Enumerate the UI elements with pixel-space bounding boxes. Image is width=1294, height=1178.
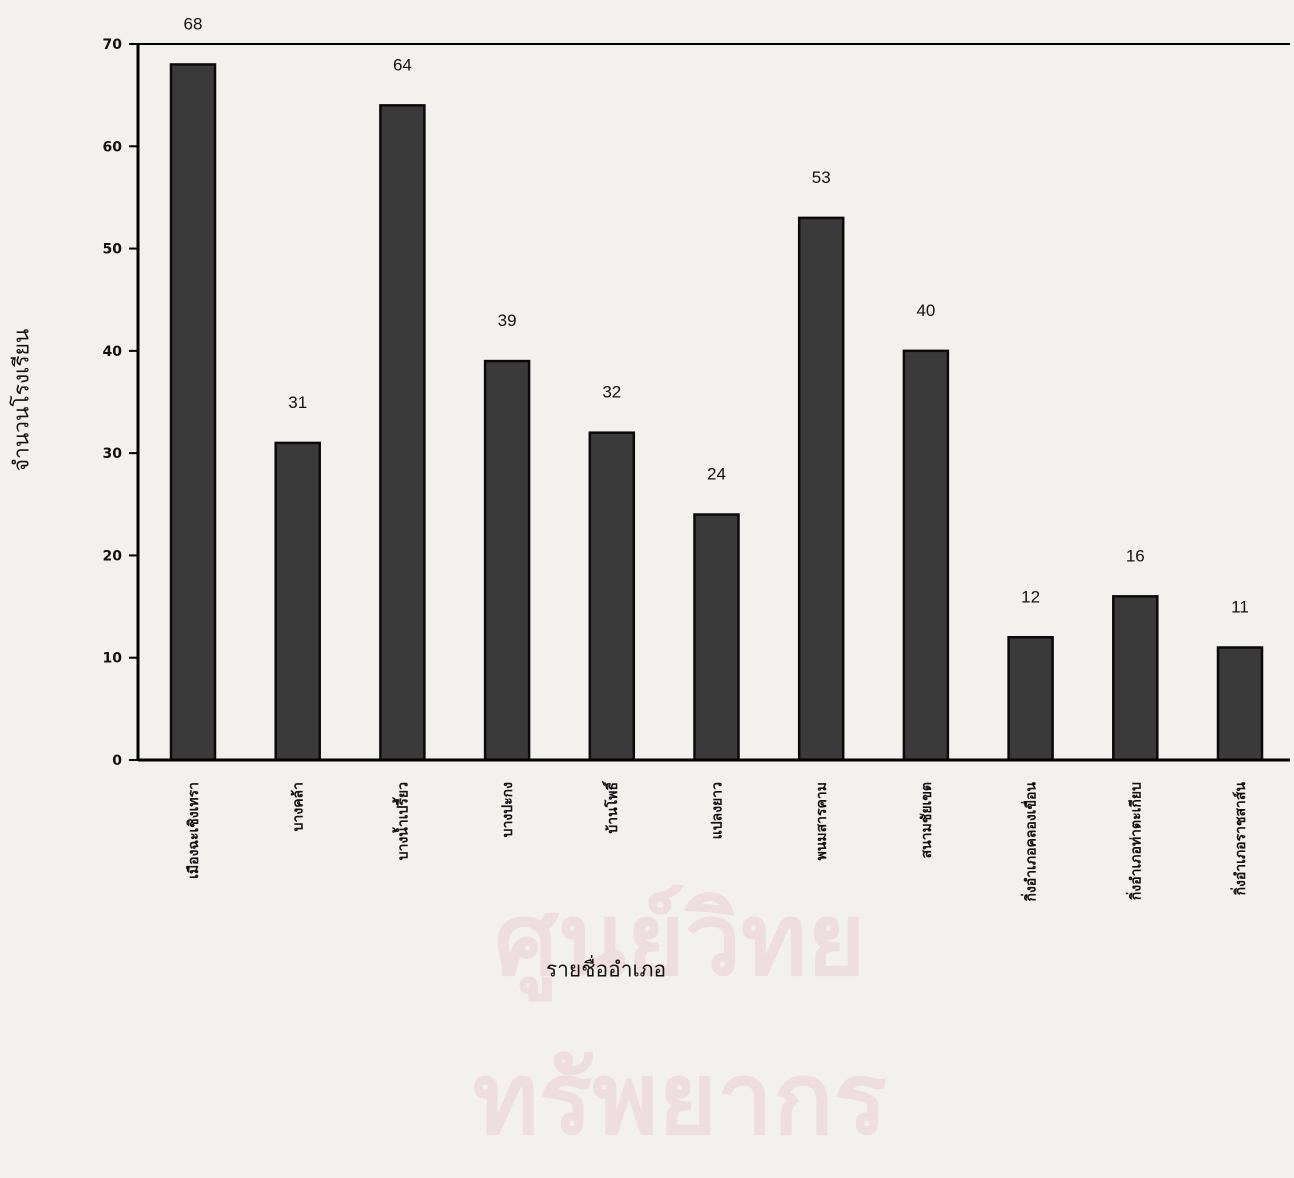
x-tick-label: บ้านโพธิ์ [601, 780, 621, 833]
data-label: 68 [184, 14, 203, 33]
y-tick-label: 30 [103, 446, 123, 462]
y-axis-label: จำนวนโรงเรียน [9, 328, 34, 472]
data-label: 53 [812, 168, 831, 187]
bar [797, 216, 845, 762]
bar [274, 441, 321, 762]
y-tick-label: 50 [103, 242, 123, 258]
x-tick-labels: เมืองฉะเชิงเทรา บางคล้า บางน้ำเปรี้ยว บางปะ… [186, 780, 1249, 902]
x-tick-label: สนามชัยเขต [919, 782, 935, 858]
bar [693, 513, 740, 762]
x-tick-label: เมืองฉะเชิงเทรา [186, 782, 202, 879]
data-label: 12 [1021, 587, 1040, 606]
bars [169, 63, 1264, 762]
x-tick-label: กิ่งอำเภอท่าตะเกียบ [1125, 782, 1144, 901]
bar-chart: 0 10 20 30 40 50 60 70 68 31 64 39 32 24 53 40 12 16 11 เ… [103, 14, 1290, 902]
data-label: 11 [1231, 597, 1249, 616]
y-tick-label: 70 [103, 37, 123, 53]
bar [169, 63, 217, 762]
data-label: 24 [707, 465, 726, 484]
x-tick-label: แปลงยาว [710, 782, 726, 839]
y-tick-label: 20 [103, 548, 123, 564]
x-tick-label: กิ่งอำเภอราชสาส์น [1230, 782, 1249, 896]
bar [1216, 646, 1264, 762]
data-label: 16 [1126, 546, 1145, 565]
bar [1112, 595, 1159, 762]
data-label: 64 [393, 55, 412, 74]
bar [902, 349, 950, 762]
data-labels: 68 31 64 39 32 24 53 40 12 16 11 [184, 14, 1249, 616]
x-tick-label: บางปะกง [500, 782, 516, 837]
x-tick-label: บางคล้า [291, 782, 307, 831]
y-tick-label: 0 [112, 753, 122, 769]
data-label: 40 [916, 301, 935, 320]
data-label: 39 [498, 311, 517, 330]
y-tick-label: 60 [103, 139, 123, 155]
x-tick-label: บางน้ำเปรี้ยว [391, 782, 411, 860]
x-tick-label: กิ่งอำเภอคลองเขื่อน [1021, 782, 1040, 902]
x-axis-label: รายชื่ออำเภอ [545, 957, 667, 982]
x-tick-label: พนมสารคาม [814, 782, 830, 860]
data-label: 32 [602, 383, 621, 402]
bar [1007, 636, 1054, 762]
y-tick-label: 40 [103, 344, 123, 360]
y-axis-ticks: 0 10 20 30 40 50 60 70 [103, 37, 138, 769]
bar [379, 104, 426, 762]
bar [483, 359, 531, 762]
data-label: 31 [288, 393, 307, 412]
y-tick-label: 10 [103, 651, 123, 667]
bar [588, 431, 636, 762]
